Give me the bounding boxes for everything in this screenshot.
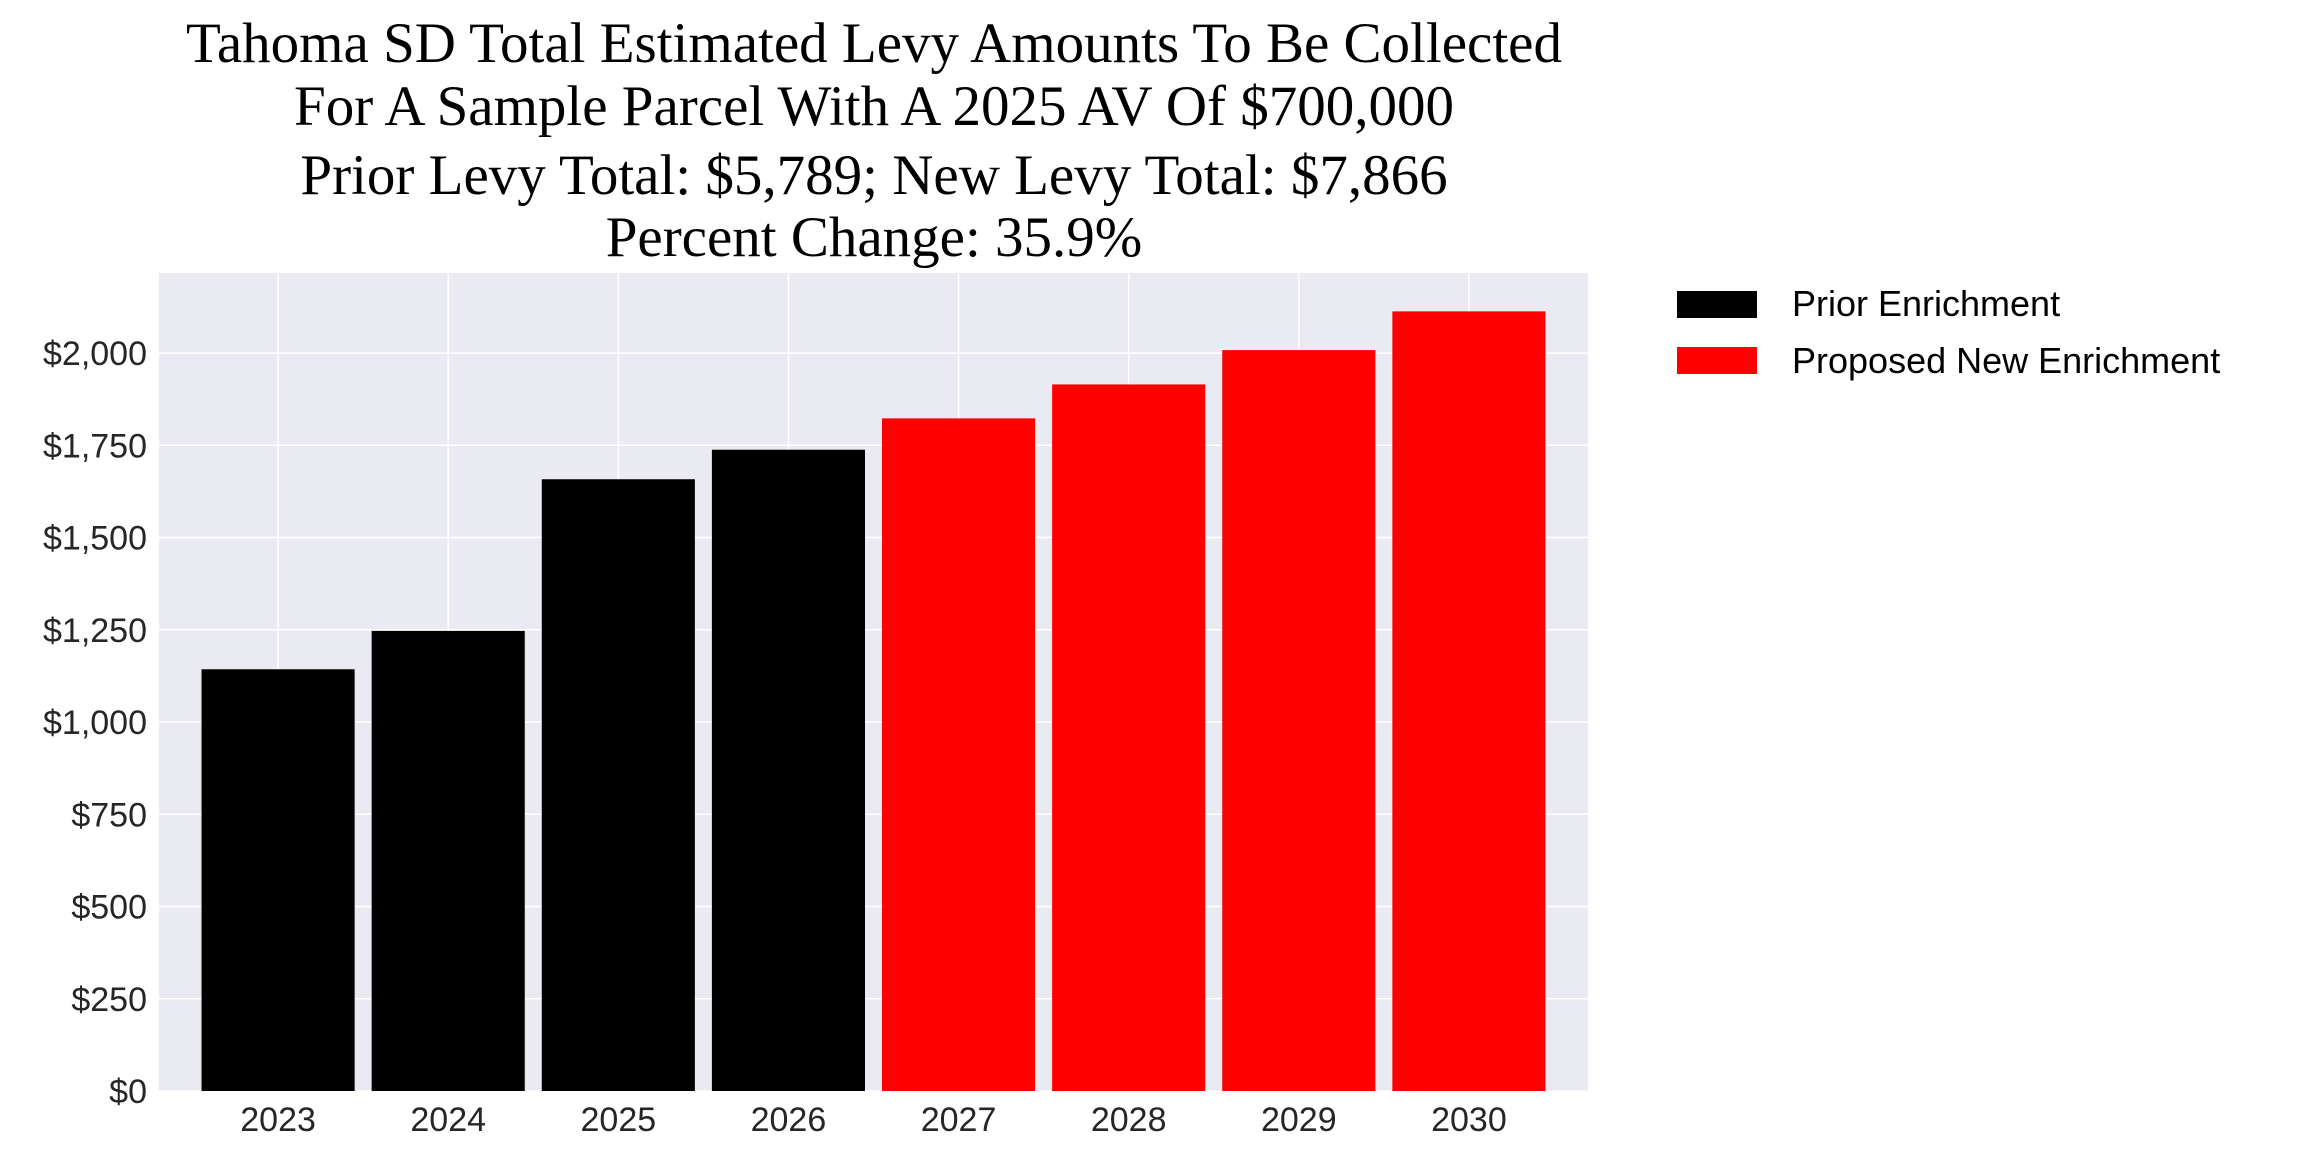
y-tick-label: $250 — [71, 981, 147, 1019]
legend-swatch-prior — [1677, 291, 1757, 318]
y-tick-label: $1,000 — [43, 704, 147, 742]
title-line-3: Prior Levy Total: $5,789; New Levy Total… — [300, 144, 1447, 207]
legend-label-prior: Prior Enrichment — [1792, 283, 2060, 324]
y-tick-label: $1,750 — [43, 427, 147, 465]
y-tick-label: $1,500 — [43, 520, 147, 558]
y-tick-label: $500 — [71, 889, 147, 927]
y-tick-label: $0 — [109, 1073, 147, 1111]
bar-2026 — [711, 449, 865, 1091]
y-tick-label: $1,250 — [43, 612, 147, 650]
title-line-1: Tahoma SD Total Estimated Levy Amounts T… — [186, 12, 1562, 75]
bar-2028 — [1052, 384, 1206, 1091]
x-tick-label: 2028 — [1091, 1101, 1167, 1139]
x-tick-label: 2025 — [581, 1101, 657, 1139]
y-tick-label: $2,000 — [43, 335, 147, 373]
bar-2023 — [201, 669, 355, 1091]
legend-swatch-proposed — [1677, 347, 1757, 374]
x-tick-label: 2030 — [1431, 1101, 1507, 1139]
chart-title: Tahoma SD Total Estimated Levy Amounts T… — [186, 12, 1562, 269]
bar-2024 — [371, 630, 525, 1091]
y-tick-label: $750 — [71, 796, 147, 834]
x-tick-label: 2027 — [921, 1101, 997, 1139]
legend: Prior Enrichment Proposed New Enrichment — [1677, 283, 2220, 381]
title-line-4: Percent Change: 35.9% — [606, 206, 1143, 269]
legend-label-proposed: Proposed New Enrichment — [1792, 340, 2220, 381]
x-tick-label: 2024 — [410, 1101, 486, 1139]
bar-2025 — [541, 479, 695, 1092]
bars — [201, 311, 1546, 1092]
bar-2030 — [1392, 311, 1546, 1092]
x-tick-label: 2023 — [240, 1101, 316, 1139]
x-tick-label: 2029 — [1261, 1101, 1337, 1139]
y-tick-labels: $0 $250 $500 $750 $1,000 $1,250 $1,500 $1,750 $2… — [43, 335, 147, 1111]
bar-2027 — [882, 418, 1036, 1091]
x-tick-label: 2026 — [751, 1101, 827, 1139]
title-line-2: For A Sample Parcel With A 2025 AV Of $7… — [294, 75, 1454, 138]
bar-2029 — [1222, 350, 1376, 1091]
x-tick-labels: 2023 2024 2025 2026 2027 2028 2029 2030 — [240, 1101, 1506, 1139]
